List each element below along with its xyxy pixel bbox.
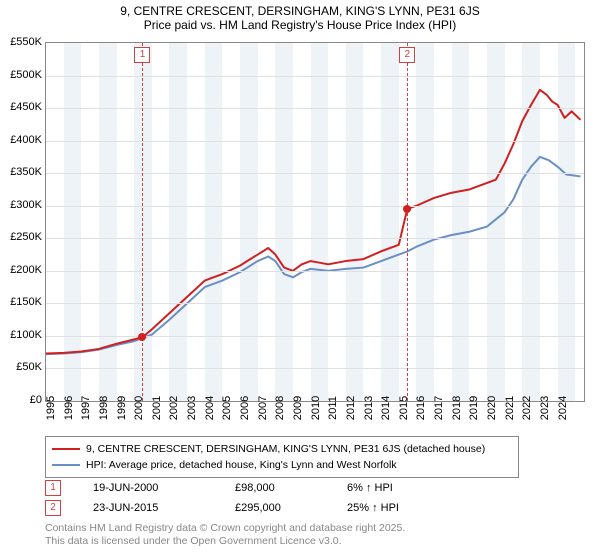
sale-marker-table: 1 19-JUN-2000 £98,000 6% ↑ HPI 2 23-JUN-2015 £… xyxy=(45,478,399,518)
x-axis-tick-label: 2024 xyxy=(557,396,569,420)
x-axis-tick-label: 1998 xyxy=(98,396,110,420)
legend-label: 9, CENTRE CRESCENT, DERSINGHAM, KING'S L… xyxy=(86,443,485,455)
y-axis-tick-label: £400K xyxy=(0,134,42,146)
marker-table-row: 1 19-JUN-2000 £98,000 6% ↑ HPI xyxy=(45,478,399,498)
chart-lines-svg xyxy=(46,43,584,401)
sale-marker-label: 2 xyxy=(399,47,415,63)
x-axis-tick-label: 1999 xyxy=(116,396,128,420)
y-axis-tick-label: £250K xyxy=(0,231,42,243)
y-axis-tick-label: £100K xyxy=(0,329,42,341)
x-axis-tick-label: 2010 xyxy=(310,396,322,420)
marker-table-pct: 25% ↑ HPI xyxy=(347,502,399,514)
x-axis-tick-label: 2014 xyxy=(380,396,392,420)
footer-line-1: Contains HM Land Registry data © Crown c… xyxy=(45,522,405,535)
x-axis-tick-label: 2007 xyxy=(257,396,269,420)
legend-row: HPI: Average price, detached house, King… xyxy=(52,457,512,473)
x-axis-tick-label: 2018 xyxy=(451,396,463,420)
x-axis-tick-label: 2009 xyxy=(292,396,304,420)
marker-table-pct: 6% ↑ HPI xyxy=(347,482,393,494)
marker-table-date: 19-JUN-2000 xyxy=(93,482,203,494)
marker-table-price: £295,000 xyxy=(235,502,315,514)
sale-dot xyxy=(138,333,146,341)
y-axis-tick-label: £350K xyxy=(0,166,42,178)
gridline xyxy=(46,206,584,207)
x-axis-tick-label: 2021 xyxy=(504,396,516,420)
x-axis-tick-label: 2019 xyxy=(468,396,480,420)
x-axis-tick-label: 1997 xyxy=(80,396,92,420)
x-axis-tick-label: 2008 xyxy=(274,396,286,420)
series-line-hpi xyxy=(46,157,580,354)
x-axis-tick-label: 2001 xyxy=(151,396,163,420)
footer-line-2: This data is licensed under the Open Gov… xyxy=(45,535,405,548)
x-axis-tick-label: 2006 xyxy=(239,396,251,420)
x-axis-tick-label: 2000 xyxy=(133,396,145,420)
sale-marker-line xyxy=(142,43,143,401)
sale-dot xyxy=(403,205,411,213)
gridline xyxy=(46,108,584,109)
y-axis-tick-label: £500K xyxy=(0,69,42,81)
gridline xyxy=(46,303,584,304)
legend-row: 9, CENTRE CRESCENT, DERSINGHAM, KING'S L… xyxy=(52,441,512,457)
x-axis-tick-label: 2016 xyxy=(415,396,427,420)
x-axis-tick-label: 2004 xyxy=(204,396,216,420)
chart-plot-area: 12 xyxy=(45,42,585,402)
gridline xyxy=(46,336,584,337)
gridline xyxy=(46,368,584,369)
marker-table-index: 1 xyxy=(45,480,61,496)
y-axis-tick-label: £200K xyxy=(0,264,42,276)
marker-table-date: 23-JUN-2015 xyxy=(93,502,203,514)
x-axis-tick-label: 2015 xyxy=(398,396,410,420)
x-axis-tick-label: 1995 xyxy=(45,396,57,420)
x-axis-tick-label: 2011 xyxy=(327,396,339,420)
title-line-1: 9, CENTRE CRESCENT, DERSINGHAM, KING'S L… xyxy=(0,4,600,18)
sale-marker-line xyxy=(407,43,408,401)
x-axis-tick-label: 2005 xyxy=(221,396,233,420)
y-axis-tick-label: £50K xyxy=(0,361,42,373)
x-axis-tick-label: 2013 xyxy=(363,396,375,420)
title-line-2: Price paid vs. HM Land Registry's House … xyxy=(0,18,600,32)
y-axis-tick-label: £550K xyxy=(0,36,42,48)
legend-label: HPI: Average price, detached house, King… xyxy=(86,459,397,471)
series-line-subject xyxy=(46,90,580,354)
gridline xyxy=(46,141,584,142)
chart-title: 9, CENTRE CRESCENT, DERSINGHAM, KING'S L… xyxy=(0,0,600,32)
x-axis-tick-label: 2002 xyxy=(168,396,180,420)
x-axis-tick-label: 2020 xyxy=(486,396,498,420)
gridline xyxy=(46,238,584,239)
legend: 9, CENTRE CRESCENT, DERSINGHAM, KING'S L… xyxy=(45,436,519,478)
marker-table-index: 2 xyxy=(45,500,61,516)
x-axis-tick-label: 2017 xyxy=(433,396,445,420)
x-axis-tick-label: 2012 xyxy=(345,396,357,420)
marker-table-price: £98,000 xyxy=(235,482,315,494)
marker-table-row: 2 23-JUN-2015 £295,000 25% ↑ HPI xyxy=(45,498,399,518)
legend-swatch xyxy=(52,448,80,450)
x-axis-tick-label: 2022 xyxy=(521,396,533,420)
legend-swatch xyxy=(52,464,80,466)
x-axis-tick-label: 1996 xyxy=(63,396,75,420)
gridline xyxy=(46,173,584,174)
y-axis-tick-label: £150K xyxy=(0,296,42,308)
gridline xyxy=(46,76,584,77)
x-axis-tick-label: 2003 xyxy=(186,396,198,420)
gridline xyxy=(46,271,584,272)
y-axis-tick-label: £300K xyxy=(0,199,42,211)
y-axis-tick-label: £450K xyxy=(0,101,42,113)
sale-marker-label: 1 xyxy=(134,47,150,63)
footer-attribution: Contains HM Land Registry data © Crown c… xyxy=(45,522,405,548)
y-axis-tick-label: £0 xyxy=(0,394,42,406)
x-axis-tick-label: 2023 xyxy=(539,396,551,420)
